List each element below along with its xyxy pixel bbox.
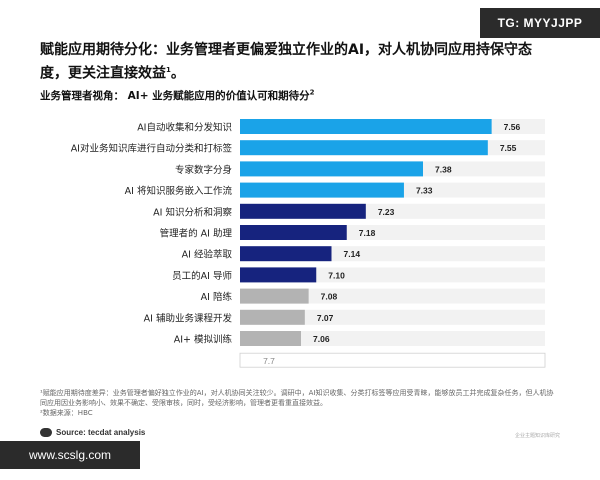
footnote-2: ²数据来源：HBC xyxy=(40,409,93,417)
data-label: 7.55 xyxy=(500,143,517,153)
chart-subtitle: 业务管理者视角： AI+ 业务赋能应用的价值认可和期待分2 xyxy=(40,88,315,103)
bar xyxy=(240,246,332,262)
data-label: 7.38 xyxy=(435,164,452,174)
footnotes: ¹赋能应用期待度差异：业务管理者偏好独立作业的AI，对人机协同关注较少。调研中，… xyxy=(40,388,560,418)
bar xyxy=(240,140,488,156)
bar xyxy=(240,161,423,177)
bar xyxy=(240,182,404,198)
chart-title: 赋能应用期待分化：业务管理者更偏爱独立作业的AI，对人机协同应用持保守态度，更关… xyxy=(40,42,533,82)
subtitle-text: 业务管理者视角： AI+ 业务赋能应用的价值认可和期待分 xyxy=(40,90,310,102)
data-label: 7.10 xyxy=(328,270,345,280)
bar xyxy=(240,119,492,134)
category-label: AI对业务知识库进行自动分类和打标签 xyxy=(71,143,233,155)
data-label: 7.33 xyxy=(416,186,433,196)
subtitle-footnote-mark: 2 xyxy=(309,88,315,97)
data-label: 7.06 xyxy=(313,334,330,344)
source-logo-icon xyxy=(40,428,52,437)
data-label: 7.07 xyxy=(317,313,334,323)
bar-track xyxy=(240,331,545,346)
data-label: 7.23 xyxy=(378,207,395,217)
category-label: AI 知识分析和洞察 xyxy=(153,206,232,218)
data-label: 7.14 xyxy=(344,249,361,259)
category-label: 员工的AI 导师 xyxy=(172,270,232,282)
bar xyxy=(240,288,309,304)
data-label: 7.18 xyxy=(359,228,376,238)
corner-mark: 企业主题知识库研究 xyxy=(514,433,560,439)
bar xyxy=(240,331,301,346)
category-label: AI 陪练 xyxy=(201,291,233,303)
data-label: 7.56 xyxy=(504,122,521,132)
bar xyxy=(240,309,305,325)
category-label: 专家数字分身 xyxy=(175,164,232,176)
axis-box xyxy=(239,352,546,368)
bar-track xyxy=(240,288,545,304)
bar xyxy=(240,225,347,240)
data-label: 7.08 xyxy=(321,292,338,302)
category-label: 管理者的 AI 助理 xyxy=(160,228,233,240)
bar xyxy=(240,267,317,283)
category-label: AI 将知识服务嵌入工作流 xyxy=(125,185,233,197)
axis-tick-label: 7.7 xyxy=(263,356,275,366)
category-label: AI+ 模拟训练 xyxy=(174,334,233,346)
category-label: AI 辅助业务课程开发 xyxy=(144,312,233,324)
watermark-top: TG: MYYJJPP xyxy=(480,8,600,38)
source-note: Source: tecdat analysis xyxy=(56,428,146,437)
bar xyxy=(240,203,366,219)
category-label: AI 经验萃取 xyxy=(182,249,233,261)
bar-track xyxy=(240,309,545,325)
title-text: 赋能应用期待分化：业务管理者更偏爱独立作业的AI，对人机协同应用持保守态度，更关… xyxy=(40,42,533,82)
title-footnote-mark: 1 xyxy=(166,66,171,74)
watermark-bottom: www.scslg.com xyxy=(0,441,140,469)
category-label: AI自动收集和分发知识 xyxy=(137,122,232,134)
footnote-1: ¹赋能应用期待度差异：业务管理者偏好独立作业的AI，对人机协同关注较少。调研中，… xyxy=(40,389,554,407)
